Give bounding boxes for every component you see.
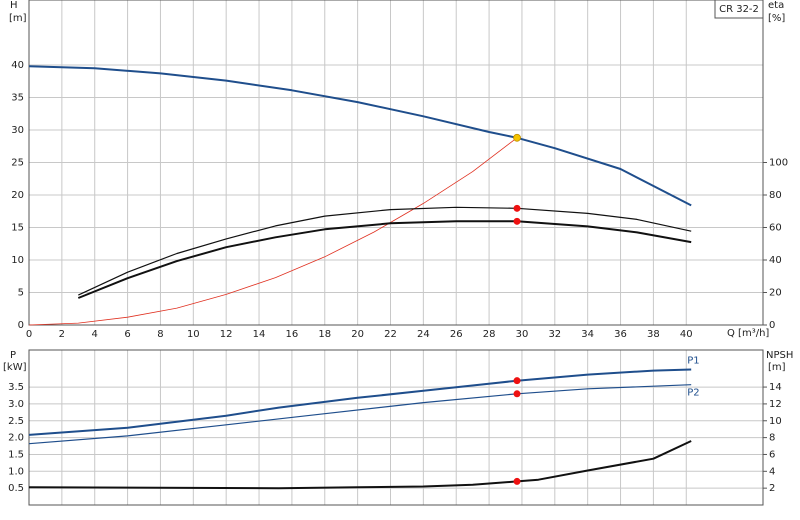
y-tick-label: 20	[11, 190, 24, 201]
y2-axis-label: eta	[768, 0, 784, 11]
y2-tick-label: 6	[769, 449, 775, 460]
y2-tick-label: 60	[769, 223, 782, 234]
x-tick-label: 18	[318, 329, 331, 340]
y2-axis-unit: [%]	[768, 13, 785, 24]
y2-tick-label: 12	[769, 399, 782, 410]
y2-tick-label: 0	[769, 320, 775, 331]
x-tick-label: 0	[26, 329, 32, 340]
plot-frame	[28, 349, 764, 506]
x-tick-label: 36	[614, 329, 627, 340]
y-axis-unit: [kW]	[3, 362, 27, 373]
x-tick-label: 16	[286, 329, 299, 340]
x-tick-label: 6	[124, 329, 130, 340]
y2-tick-label: 80	[769, 190, 782, 201]
x-tick-label: 2	[59, 329, 65, 340]
y-tick-label: 2.0	[8, 433, 24, 444]
y-axis-unit: [m]	[9, 13, 27, 24]
y-tick-label: 2.5	[8, 416, 24, 427]
y2-tick-label: 14	[769, 382, 782, 393]
y-tick-label: 25	[11, 158, 24, 169]
x-tick-label: 14	[253, 329, 266, 340]
y2-tick-label: 40	[769, 255, 782, 266]
y2-tick-label: 10	[769, 416, 782, 427]
y-tick-label: 0.5	[8, 483, 24, 494]
y2-tick-label: 4	[769, 466, 775, 477]
y2-tick-label: 2	[769, 483, 775, 494]
title-box	[714, 0, 764, 19]
y2-tick-label: 100	[769, 158, 788, 169]
x-tick-label: 38	[647, 329, 660, 340]
curve	[78, 206, 692, 296]
y-tick-label: 1.5	[8, 449, 24, 460]
x-tick-label: 10	[187, 329, 200, 340]
y2-axis-label: NPSH	[766, 350, 793, 361]
x-tick-label: 30	[516, 329, 529, 340]
y-axis-label: H	[10, 0, 18, 11]
chart-title: CR 32-2	[719, 4, 759, 15]
series-label: P1	[687, 356, 699, 367]
operating-point	[513, 133, 521, 142]
operating-point	[513, 390, 521, 398]
x-tick-label: 20	[351, 329, 364, 340]
y2-tick-label: 8	[769, 433, 775, 444]
operating-point	[513, 217, 521, 225]
curve	[28, 137, 518, 326]
series-label: P2	[687, 388, 699, 399]
curve	[77, 220, 692, 299]
y-tick-label: 40	[11, 60, 24, 71]
y-tick-label: 0	[18, 320, 24, 331]
x-tick-label: 32	[548, 329, 561, 340]
x-tick-label: 22	[384, 329, 397, 340]
x-tick-label: 28	[483, 329, 496, 340]
x-tick-label: 12	[220, 329, 233, 340]
y-tick-label: 35	[11, 93, 24, 104]
operating-point	[513, 477, 521, 485]
x-tick-label: 4	[92, 329, 98, 340]
curve	[28, 65, 692, 207]
operating-point	[513, 377, 521, 385]
x-tick-label: 8	[157, 329, 163, 340]
y2-tick-label: 20	[769, 288, 782, 299]
operating-point	[513, 204, 521, 212]
y-tick-label: 3.5	[8, 382, 24, 393]
x-tick-label: 40	[680, 329, 693, 340]
y-tick-label: 3.0	[8, 399, 24, 410]
x-tick-label: 26	[450, 329, 463, 340]
x-axis-label: Q [m³/h]	[727, 328, 769, 339]
y-tick-label: 15	[11, 223, 24, 234]
curve	[28, 368, 692, 436]
y-tick-label: 1.0	[8, 466, 24, 477]
curve	[28, 440, 692, 490]
y2-axis-unit: [m]	[768, 362, 786, 373]
x-tick-label: 24	[417, 329, 430, 340]
x-tick-label: 34	[581, 329, 594, 340]
y-axis-label: P	[10, 350, 16, 361]
curve	[28, 384, 692, 445]
y-tick-label: 30	[11, 125, 24, 136]
plot-frame	[28, 0, 764, 326]
y-tick-label: 10	[11, 255, 24, 266]
y-tick-label: 5	[18, 288, 24, 299]
